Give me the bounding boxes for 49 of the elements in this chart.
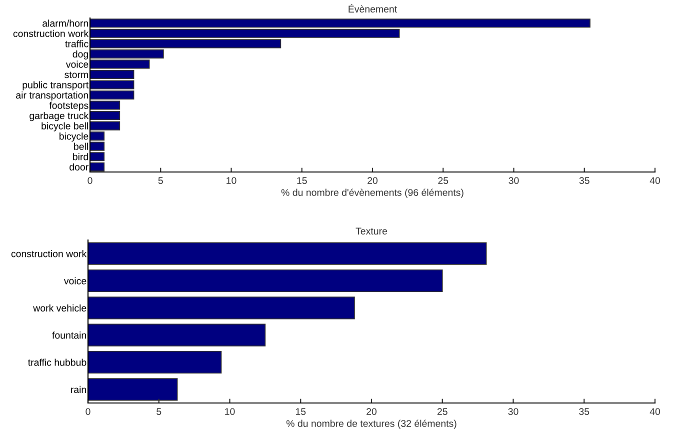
x-tick-label: 25 bbox=[437, 408, 448, 415]
y-tick-label: garbage truck bbox=[30, 112, 89, 122]
y-tick-label: footsteps bbox=[49, 102, 88, 111]
x-tick-label: 15 bbox=[296, 408, 306, 415]
y-tick-label: voice bbox=[64, 277, 86, 284]
x-tick-label: 15 bbox=[297, 177, 307, 184]
bar bbox=[88, 324, 266, 346]
x-tick-label: 40 bbox=[650, 177, 660, 184]
y-tick-label: bird bbox=[73, 153, 88, 160]
y-tick-label: alarm/horn bbox=[42, 20, 88, 27]
y-tick-label: rain bbox=[71, 386, 86, 394]
y-tick-label: storm bbox=[64, 72, 88, 78]
y-tick-label: bicycle bbox=[60, 132, 88, 142]
bar bbox=[88, 242, 487, 265]
x-tick-label: 0 bbox=[86, 408, 90, 415]
x-tick-label: 5 bbox=[158, 177, 163, 184]
y-tick-label: public transport bbox=[22, 81, 89, 90]
x-tick-label: 0 bbox=[88, 177, 92, 184]
y-tick-label: construction work bbox=[13, 30, 89, 38]
y-tick-label: construction work bbox=[11, 250, 87, 258]
x-tick-label: 20 bbox=[368, 177, 378, 184]
bar bbox=[88, 378, 178, 401]
x-tick-label: 10 bbox=[225, 408, 235, 415]
x-tick-label: 35 bbox=[579, 408, 590, 415]
bar bbox=[88, 296, 355, 320]
x-tick-label: 10 bbox=[226, 177, 236, 184]
chart-title: Évènement bbox=[348, 4, 398, 13]
y-tick-label: bell bbox=[74, 142, 88, 150]
x-tick-label: 30 bbox=[508, 408, 518, 415]
y-tick-label: dog bbox=[72, 50, 88, 60]
y-tick-label: work vehicle bbox=[33, 304, 86, 312]
y-tick-label: traffic hubbub bbox=[28, 358, 86, 366]
x-tick-label: 20 bbox=[366, 408, 377, 415]
bar bbox=[88, 269, 443, 292]
y-tick-label: voice bbox=[66, 60, 88, 68]
x-tick-label: 35 bbox=[579, 177, 590, 184]
chart-title: Texture bbox=[356, 228, 388, 235]
x-tick-label: 40 bbox=[650, 408, 660, 415]
y-tick-label: fountain bbox=[52, 332, 86, 339]
y-tick-label: air transportation bbox=[16, 91, 88, 101]
x-axis-title: % du nombre de textures (32 éléments) bbox=[286, 420, 456, 429]
x-tick-label: 25 bbox=[438, 177, 448, 184]
y-tick-label: bicycle bell bbox=[42, 122, 88, 132]
x-axis-title: % du nombre d'évènements (96 éléments) bbox=[281, 188, 464, 198]
x-tick-label: 30 bbox=[508, 177, 519, 184]
y-tick-label: door bbox=[70, 163, 88, 170]
bar bbox=[88, 350, 222, 374]
y-tick-label: traffic bbox=[65, 40, 88, 48]
x-tick-label: 5 bbox=[156, 408, 162, 415]
